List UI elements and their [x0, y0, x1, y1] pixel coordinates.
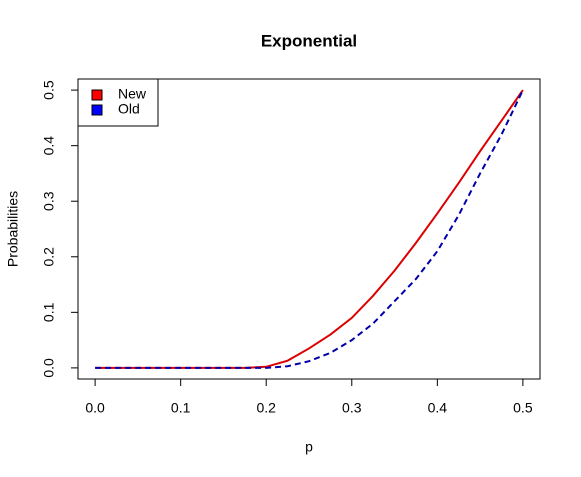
x-tick-label: 0.2 — [256, 400, 276, 416]
x-tick-label: 0.3 — [342, 400, 362, 416]
legend-label: Old — [118, 101, 140, 117]
x-tick-label: 0.0 — [85, 400, 105, 416]
series-line — [95, 89, 524, 369]
y-tick-label: 0.3 — [41, 191, 57, 211]
legend-swatch — [91, 89, 103, 101]
x-tick-label: 0.5 — [513, 400, 533, 416]
y-tick-label: 0.1 — [41, 302, 57, 322]
x-axis-label: p — [305, 439, 313, 455]
legend-swatch — [91, 104, 103, 116]
y-axis-label: Probabilities — [5, 191, 21, 267]
legend-box — [77, 78, 159, 127]
series-line — [95, 89, 524, 369]
y-tick-label: 0.4 — [41, 136, 57, 156]
y-tick-label: 0.2 — [41, 247, 57, 267]
y-tick-label: 0.5 — [41, 80, 57, 100]
x-tick-label: 0.1 — [171, 400, 191, 416]
legend-label: New — [118, 86, 147, 102]
x-tick-label: 0.4 — [428, 400, 448, 416]
y-tick-label: 0.0 — [41, 358, 57, 378]
chart-title: Exponential — [261, 31, 357, 50]
